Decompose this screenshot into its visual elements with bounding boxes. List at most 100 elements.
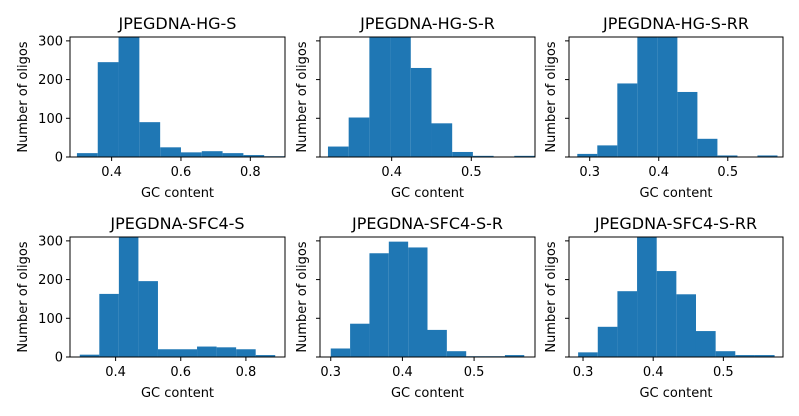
histogram-bar	[139, 122, 161, 157]
histogram-bar	[452, 151, 473, 157]
histogram-bar	[201, 151, 223, 157]
x-axis-label: GC content	[141, 386, 214, 401]
y-tick-label: 300	[38, 234, 63, 249]
axes-frame	[69, 236, 286, 358]
x-tick-label: 0.4	[648, 165, 669, 180]
x-tick-label: 0.3	[573, 365, 594, 380]
axes-frame	[568, 36, 784, 158]
histogram-bar	[327, 146, 349, 157]
histogram-bar	[597, 145, 618, 157]
histogram-bar	[118, 237, 139, 357]
x-tick-label: 0.8	[240, 165, 261, 180]
histogram-bar	[657, 37, 678, 157]
histogram-bar	[348, 117, 370, 157]
subplot-4: 0.4 0.6 0.8 0 100 200 300 JPEGDNA-SFC4-S GC cont…	[16, 214, 286, 401]
y-axis-label: Number of oligos	[295, 241, 310, 352]
histogram-bar	[79, 354, 100, 357]
histogram-bar	[427, 329, 447, 357]
y-tick-label: 100	[38, 312, 63, 327]
y-axis-label: Number of oligos	[16, 41, 31, 152]
histogram-bar	[99, 293, 119, 357]
x-tick-label: 0.4	[381, 165, 402, 180]
histogram-bar	[197, 346, 217, 357]
x-axis-label: GC content	[141, 186, 214, 201]
chart-title: JPEGDNA-HG-S-RR	[602, 14, 749, 33]
chart-title: JPEGDNA-HG-S	[118, 14, 237, 33]
y-tick-label: 200	[38, 73, 63, 88]
histogram-bar	[157, 349, 178, 357]
x-tick-label: 0.4	[101, 165, 122, 180]
histogram-bar	[717, 155, 738, 157]
x-axis-label: GC content	[639, 386, 712, 401]
x-axis-label: GC content	[639, 186, 712, 201]
histogram-bar	[757, 155, 778, 157]
histogram-bar	[236, 349, 256, 357]
x-tick-label: 0.6	[171, 165, 192, 180]
y-axis-label: Number of oligos	[544, 241, 559, 352]
histogram-bar	[369, 37, 391, 157]
axes-frame	[319, 36, 536, 158]
subplot-2: 0.4 0.5 JPEGDNA-HG-S-R GC content Number of …	[295, 14, 536, 201]
histogram-bar	[617, 291, 638, 357]
axes-frame	[568, 236, 784, 358]
histogram-bar	[578, 352, 598, 357]
histogram-bar	[577, 153, 598, 157]
histogram-bar	[676, 294, 696, 357]
histogram-bar	[216, 347, 237, 357]
histogram-bar	[255, 355, 276, 357]
histogram-bar	[446, 351, 467, 357]
histogram-bar	[715, 351, 736, 357]
chart-title: JPEGDNA-SFC4-S	[109, 214, 244, 233]
y-axis-label: Number of oligos	[16, 241, 31, 352]
histogram-bar	[514, 155, 535, 157]
histogram-bar	[597, 326, 618, 357]
histogram-bar	[222, 153, 244, 157]
x-tick-label: 0.8	[236, 365, 257, 380]
chart-title: JPEGDNA-SFC4-S-RR	[594, 214, 757, 233]
axes-frame	[69, 36, 286, 158]
histogram-bar	[735, 355, 755, 357]
subplot-1: 0.4 0.6 0.8 0 100 200 300 JPEGDNA-HG-S GC conten…	[16, 14, 286, 201]
histogram-bar	[180, 152, 202, 157]
x-tick-label: 0.3	[579, 165, 600, 180]
histogram-bar	[118, 37, 140, 157]
x-axis-label: GC content	[391, 386, 464, 401]
x-tick-label: 0.5	[717, 165, 738, 180]
histogram-bar	[350, 323, 370, 357]
axes-frame	[319, 236, 536, 358]
histogram-bar	[138, 281, 158, 357]
histogram-bar	[97, 62, 119, 157]
histogram-bar	[76, 153, 98, 157]
x-axis-label: GC content	[391, 186, 464, 201]
bars	[79, 237, 276, 357]
histogram-bar	[243, 155, 265, 157]
histogram-bar	[431, 123, 453, 157]
y-tick-label: 200	[38, 273, 63, 288]
y-axis-label: Number of oligos	[544, 41, 559, 152]
x-tick-label: 0.5	[464, 365, 485, 380]
x-tick-label: 0.3	[320, 365, 341, 380]
bars	[330, 241, 525, 357]
y-tick-label: 100	[38, 112, 63, 127]
x-tick-label: 0.4	[643, 365, 664, 380]
histogram-bar	[410, 67, 432, 157]
y-axis-label: Number of oligos	[295, 41, 310, 152]
histogram-bar	[677, 91, 698, 157]
subplot-5: 0.3 0.4 0.5 JPEGDNA-SFC4-S-R GC content Numbe…	[295, 214, 536, 401]
histogram-bar	[656, 271, 677, 357]
bars	[76, 37, 285, 157]
histogram-bar	[754, 355, 775, 357]
bars	[577, 37, 778, 157]
chart-title: JPEGDNA-SFC4-S-R	[351, 214, 503, 233]
histogram-bar	[330, 348, 351, 357]
x-tick-label: 0.5	[713, 365, 734, 380]
histogram-bar	[637, 237, 657, 357]
histogram-bar	[504, 355, 525, 357]
y-tick-label: 0	[55, 351, 63, 366]
histogram-bar	[637, 37, 658, 157]
histogram-bar	[408, 247, 428, 357]
histogram-bar	[695, 331, 716, 357]
histogram-bar	[617, 83, 638, 157]
histogram-bar	[390, 37, 411, 157]
